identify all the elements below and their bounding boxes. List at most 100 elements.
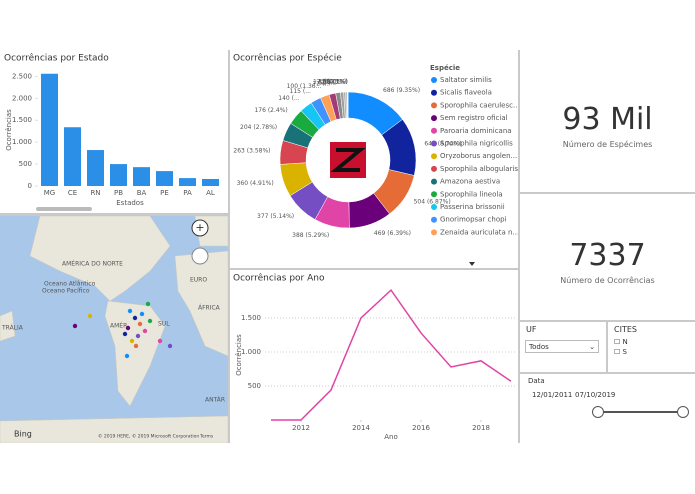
map-panel[interactable]: AMÉRICA DO NORTE Oceano Atlântico Oceano P… (0, 216, 228, 443)
x-tick-label: AL (206, 189, 215, 197)
bar (156, 171, 173, 186)
legend-swatch (431, 229, 437, 236)
x-tick-label: PB (114, 189, 123, 197)
y-tick-label: 0 (28, 182, 32, 190)
map-label: EURO (190, 277, 207, 284)
map-point[interactable] (72, 323, 78, 329)
legend-swatch (431, 153, 437, 160)
map-label: TRÁLIA (1, 325, 24, 332)
y-tick-label: 1.500 (12, 116, 32, 124)
zoom-button[interactable] (191, 247, 209, 265)
scrollbar (36, 207, 92, 211)
bar (41, 73, 58, 186)
legend-label: Passerina brissonii (440, 203, 505, 211)
x-tick-label: MG (44, 189, 55, 197)
chart: Ocorrências por Ano Ocorrências Ano 500 1.00… (233, 273, 517, 441)
map-point[interactable] (127, 308, 133, 314)
legend-label: Sporophila caerulesc... (440, 101, 518, 109)
slider-track (598, 411, 682, 413)
card: 7337 Número de Ocorrências (520, 194, 695, 320)
bar (202, 178, 219, 186)
chart-title: Ocorrências por Estado (4, 53, 109, 64)
land (0, 310, 16, 342)
map-point[interactable] (157, 338, 163, 344)
map-point[interactable] (124, 353, 130, 359)
legend-label: Oryzoborus angolen... (440, 152, 517, 160)
x-tick-label: BA (137, 189, 147, 197)
legend-label: Paroaria dominicana (440, 127, 512, 135)
slicer-title: CITES (614, 325, 637, 334)
legend-swatch (431, 89, 437, 96)
data-label: 204 (2.78%) (240, 124, 277, 131)
bar-panel: Ocorrências por Estado Ocorrências Estados… (0, 50, 228, 213)
legend-label: Saltator similis (440, 76, 492, 84)
x-tick-label: CE (68, 189, 77, 197)
slider-handle[interactable] (592, 406, 604, 418)
date-slicer: Data 12/01/2011 07/10/2019 (520, 374, 695, 443)
data-label: 360 (4.91%) (237, 180, 274, 187)
y-tick-label: 1.000 (12, 138, 32, 146)
legend-swatch (431, 178, 437, 185)
line-panel: Ocorrências por Ano Ocorrências Ano 500 1.00… (230, 270, 518, 443)
x-tick-label: 2018 (472, 424, 490, 432)
data-label: 176 (2.4%) (254, 107, 287, 114)
map-point[interactable] (145, 301, 151, 307)
dropdown-value: Todos (529, 343, 549, 351)
data-label: 100 (1.36... (287, 83, 322, 90)
x-tick-label: 2014 (352, 424, 370, 432)
x-tick-label: RN (90, 189, 100, 197)
slider-handle[interactable] (677, 406, 689, 418)
map-label: ANTÁR (205, 397, 225, 404)
card-label: Número de Espécimes (562, 140, 653, 149)
legend-swatch (431, 115, 437, 122)
zoom-button[interactable] (191, 219, 209, 237)
card-value: 7337 (569, 238, 646, 273)
data-label: 263 (3.58%) (233, 148, 270, 155)
map-point[interactable] (137, 321, 143, 327)
data-label: 52 (... (319, 79, 337, 86)
map-point[interactable] (133, 343, 139, 349)
data-label: 686 (9.35%) (383, 87, 420, 94)
legend-swatch (431, 165, 437, 172)
date-start[interactable]: 12/01/2011 (532, 391, 573, 399)
map-point[interactable] (142, 328, 148, 334)
card-value: 93 Mil (562, 102, 653, 137)
attribution: © 2019 HERE, © 2019 Microsoft Corporatio… (98, 433, 199, 440)
bar (110, 164, 127, 186)
map-point[interactable] (87, 313, 93, 319)
map-point[interactable] (125, 325, 131, 331)
x-axis-title: Estados (116, 199, 144, 207)
y-axis-title: Ocorrências (5, 109, 13, 151)
map-point[interactable] (167, 343, 173, 349)
map-point[interactable] (132, 315, 138, 321)
card: 93 Mil Número de Espécimes (520, 50, 695, 192)
map-point[interactable] (135, 333, 141, 339)
data-label: 140 (... (278, 95, 300, 102)
line (271, 288, 512, 421)
x-tick-label: 2016 (412, 424, 430, 432)
y-tick-label: 2.000 (12, 94, 32, 102)
date-end[interactable]: 07/10/2019 (575, 391, 616, 399)
checkbox[interactable]: ☐ S (614, 348, 627, 356)
dropdown[interactable]: Todos ⌄ (525, 340, 599, 353)
legend-label: Sporophila albogularis (440, 165, 518, 173)
legend-swatch (431, 102, 437, 109)
donut-panel: Ocorrências por Espécie 686 (9.35%) 641 (8… (230, 50, 518, 268)
data-label: 641 (8.74%) (424, 141, 461, 148)
cites-slicer: CITES ☐ N ☐ S (608, 322, 695, 372)
map-point[interactable] (147, 318, 153, 324)
data-label: 1 (0.01%) (318, 79, 347, 86)
y-tick-label: 500 (248, 382, 261, 390)
map-point[interactable] (139, 311, 145, 317)
legend-label: Amazona aestiva (440, 178, 500, 186)
logo-mark (330, 148, 366, 172)
legend-swatch (431, 140, 437, 147)
map-point[interactable] (129, 338, 135, 344)
option: S (622, 348, 627, 356)
legend-swatch (431, 127, 437, 134)
map-label: ÁFRICA (198, 305, 221, 312)
map-point[interactable] (122, 331, 128, 337)
checkbox[interactable]: ☐ N (614, 338, 628, 346)
data-label: 469 (6.39%) (374, 230, 411, 237)
